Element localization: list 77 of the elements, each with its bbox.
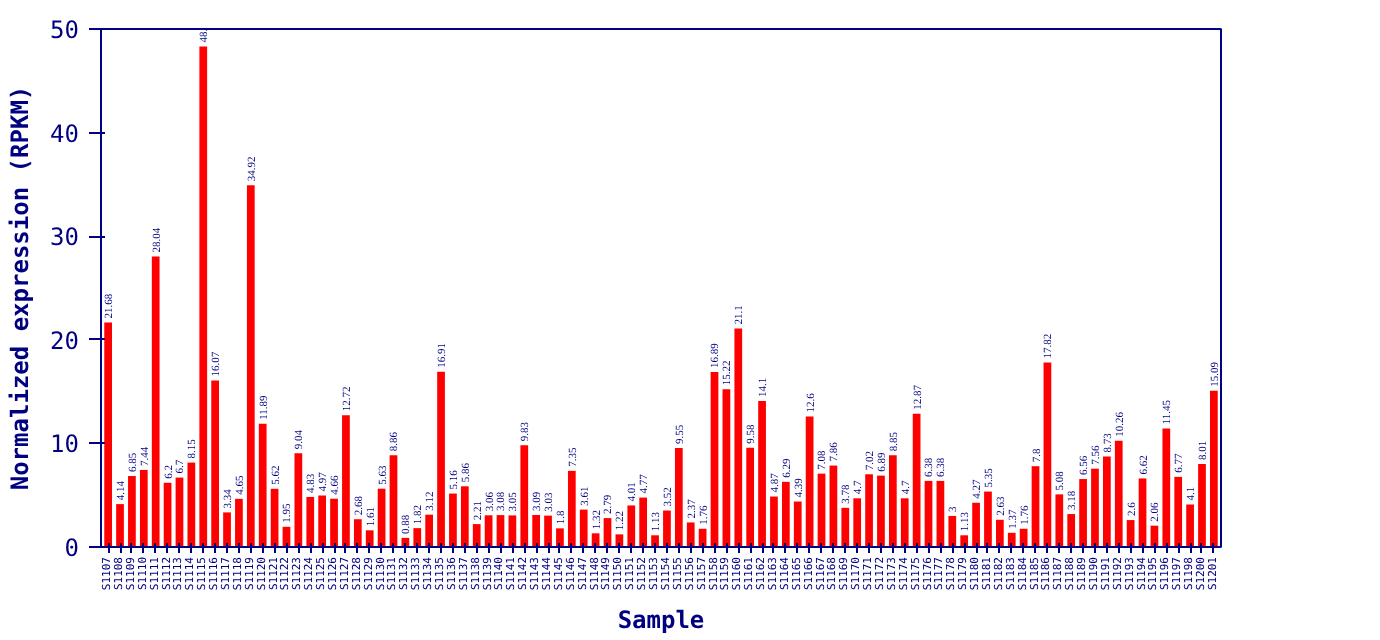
bar	[639, 497, 648, 547]
bar	[567, 470, 576, 547]
bar	[781, 481, 790, 547]
bar	[1114, 440, 1123, 547]
y-tick-label: 0	[64, 534, 80, 562]
x-axis-title: Sample	[617, 606, 705, 635]
bar	[805, 416, 814, 547]
bar	[472, 524, 481, 547]
bar	[579, 509, 588, 547]
y-tick-label: 10	[50, 430, 80, 459]
bar	[995, 519, 1004, 547]
bar	[544, 515, 552, 547]
bar	[663, 510, 671, 547]
bar	[104, 322, 112, 547]
bar	[984, 491, 992, 547]
bar	[770, 496, 778, 547]
bar	[460, 486, 469, 547]
bar	[960, 535, 969, 547]
bar	[972, 502, 980, 547]
bar	[199, 46, 208, 547]
bar	[258, 423, 267, 547]
bar	[246, 185, 255, 547]
bar	[1043, 362, 1052, 547]
y-axis-title: Normalized expression (RPKM)	[6, 85, 35, 491]
bar	[722, 389, 731, 547]
bar	[686, 522, 695, 547]
bar	[425, 514, 434, 547]
bar	[437, 371, 445, 547]
bar	[758, 400, 766, 547]
bar	[948, 515, 957, 547]
bar	[1186, 504, 1194, 547]
y-tick-label: 20	[50, 326, 80, 355]
bar	[1198, 464, 1206, 547]
bar	[365, 530, 374, 547]
bar	[1162, 428, 1171, 547]
y-tick-label: 40	[50, 119, 80, 148]
bar	[710, 372, 719, 547]
bar	[627, 505, 636, 547]
bar	[1103, 456, 1111, 547]
bar	[128, 476, 136, 547]
bar	[413, 528, 422, 547]
bar	[556, 528, 564, 547]
bar	[116, 504, 124, 547]
bar	[187, 462, 196, 547]
bar	[532, 514, 541, 547]
bar	[211, 380, 219, 547]
bar	[1067, 514, 1076, 547]
bar	[674, 448, 683, 547]
bar	[1174, 476, 1183, 547]
bar	[318, 495, 327, 547]
bar	[1126, 520, 1135, 547]
bar	[1091, 468, 1099, 547]
bar	[1210, 390, 1218, 547]
bar	[888, 455, 897, 547]
bar	[520, 445, 529, 547]
bar	[449, 493, 457, 547]
y-tick-label: 50	[50, 16, 80, 44]
bar	[841, 507, 850, 547]
y-tick-label: 30	[50, 223, 80, 252]
bar	[342, 415, 350, 547]
bar	[235, 498, 243, 547]
bar	[223, 512, 231, 547]
bar	[353, 519, 362, 547]
bar	[1055, 494, 1064, 547]
bar	[793, 501, 802, 547]
bar	[330, 498, 338, 547]
bar	[900, 498, 909, 547]
bar	[865, 474, 873, 547]
bar	[151, 256, 160, 547]
bar	[1079, 479, 1087, 547]
bar	[734, 328, 743, 547]
bar	[877, 475, 885, 547]
bar	[651, 535, 659, 547]
bar	[306, 496, 315, 547]
bar	[139, 469, 148, 547]
bar	[853, 498, 862, 547]
bar	[746, 447, 755, 547]
